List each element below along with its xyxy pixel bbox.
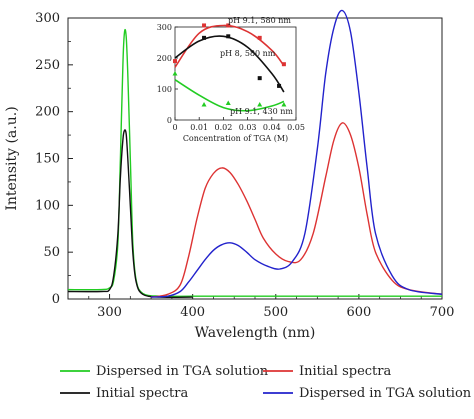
inset-point bbox=[257, 35, 262, 40]
inset-point bbox=[257, 102, 263, 107]
x-tick-label: 700 bbox=[430, 305, 455, 320]
y-tick-label: 100 bbox=[35, 198, 60, 213]
inset-x-tick-label: 0.01 bbox=[190, 123, 208, 132]
x-tick-label: 600 bbox=[346, 305, 371, 320]
y-tick-label: 150 bbox=[35, 152, 60, 167]
y-tick-label: 0 bbox=[52, 292, 60, 307]
series-line bbox=[67, 129, 193, 299]
inset-point bbox=[225, 100, 231, 105]
inset-point bbox=[172, 71, 178, 76]
y-tick-label: 200 bbox=[35, 105, 60, 120]
series-line bbox=[67, 28, 443, 298]
inset-plot: 0 0.01 0.02 0.03 0.04 0.05 0 100 200 300 Concentra… bbox=[157, 16, 305, 143]
inset-x-tick-label: 0.05 bbox=[287, 123, 305, 132]
main-plot: 300 400 500 600 700 0 50 100 150 200 250 300 Wavelen… bbox=[4, 9, 455, 341]
legend-label: Dispersed in TGA solution bbox=[299, 386, 472, 401]
inset-y-tick-label: 200 bbox=[157, 54, 172, 63]
inset-y-tick-label: 300 bbox=[157, 23, 172, 32]
inset-point bbox=[201, 102, 207, 107]
inset-y-tick-label: 0 bbox=[167, 116, 172, 125]
inset-point bbox=[202, 23, 207, 28]
y-axis-label: Intensity (a.u.) bbox=[4, 106, 20, 210]
legend: Dispersed in TGA solution Initial spectra… bbox=[60, 364, 472, 401]
inset-point bbox=[257, 76, 262, 81]
legend-label: Dispersed in TGA solution bbox=[96, 364, 269, 379]
inset-x-tick-label: 0 bbox=[172, 123, 177, 132]
x-tick-label: 400 bbox=[180, 305, 205, 320]
inset-point bbox=[277, 83, 282, 88]
legend-label: Initial spectra bbox=[96, 386, 188, 401]
inset-annotation: pH 9.1, 430 nm bbox=[230, 107, 293, 116]
y-tick-label: 50 bbox=[43, 245, 60, 260]
series-line bbox=[151, 9, 443, 298]
x-tick-label: 300 bbox=[97, 305, 122, 320]
series-line bbox=[151, 122, 443, 298]
inset-fit-line bbox=[174, 24, 285, 68]
inset-x-tick-label: 0.02 bbox=[214, 123, 232, 132]
inset-x-axis-label: Concentration of TGA (M) bbox=[183, 134, 288, 143]
inset-point bbox=[226, 23, 231, 28]
inset-point bbox=[173, 59, 177, 64]
inset-point bbox=[281, 62, 286, 67]
inset-point bbox=[202, 35, 207, 40]
legend-label: Initial spectra bbox=[299, 364, 391, 379]
inset-annotation: pH 9.1, 580 nm bbox=[228, 16, 291, 25]
inset-point bbox=[281, 102, 287, 107]
x-tick-label: 500 bbox=[263, 305, 288, 320]
inset-fit-line bbox=[174, 35, 285, 93]
inset-y-tick-label: 100 bbox=[157, 85, 172, 94]
x-axis-label: Wavelength (nm) bbox=[195, 325, 316, 341]
inset-fit-line bbox=[174, 79, 285, 112]
inset-x-tick-label: 0.03 bbox=[239, 123, 257, 132]
y-tick-label: 300 bbox=[35, 11, 60, 26]
inset-x-tick-label: 0.04 bbox=[263, 123, 281, 132]
inset-point bbox=[226, 34, 231, 39]
inset-annotation: pH 8, 580 nm bbox=[220, 49, 276, 58]
y-tick-label: 250 bbox=[35, 58, 60, 73]
